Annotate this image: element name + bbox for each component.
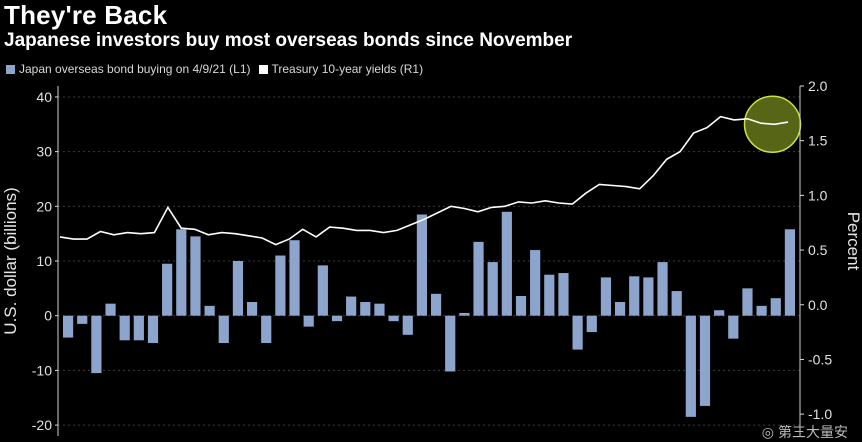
bar	[714, 310, 725, 316]
bar	[671, 291, 682, 316]
left-tick-label: 40	[36, 89, 52, 105]
legend-bar-swatch	[6, 64, 15, 74]
legend: Japan overseas bond buying on 4/9/21 (L1…	[6, 62, 431, 76]
bar	[388, 315, 399, 322]
legend-item-bars: Japan overseas bond buying on 4/9/21 (L1…	[6, 62, 251, 76]
bar	[586, 315, 597, 333]
axes	[57, 86, 801, 436]
watermark-text: 第三大量安	[778, 424, 848, 440]
bar	[317, 265, 328, 316]
bar	[430, 293, 442, 316]
legend-item-line: Treasury 10-year yields (R1)	[258, 62, 424, 76]
wechat-icon: ◎	[761, 423, 774, 440]
bar	[162, 263, 173, 316]
bar	[303, 315, 314, 327]
left-tick-label: 10	[36, 253, 52, 269]
right-tick-label: 0.5	[808, 242, 828, 258]
right-tick-label: -0.5	[808, 351, 832, 367]
bar	[331, 315, 343, 322]
bar	[62, 315, 74, 338]
legend-bar-label: Japan overseas bond buying on 4/9/21 (L1…	[19, 62, 251, 76]
right-tick-label: 2.0	[808, 78, 828, 94]
bar	[487, 262, 498, 316]
yield-line	[59, 95, 802, 246]
bar	[728, 315, 739, 339]
bar	[473, 241, 484, 316]
bar	[190, 236, 201, 316]
bar	[360, 302, 371, 316]
bar	[77, 315, 88, 324]
bar	[218, 315, 229, 344]
bar	[614, 302, 626, 316]
bar	[261, 315, 272, 344]
bar	[544, 274, 555, 316]
left-tick-label: -10	[32, 362, 52, 378]
bar	[657, 262, 668, 316]
bar	[459, 312, 470, 316]
bar	[133, 315, 144, 341]
watermark: ◎ 第三大量安	[762, 422, 848, 442]
bar	[119, 315, 130, 341]
bar	[530, 250, 541, 316]
bar	[445, 315, 456, 372]
right-tick-label: 1.0	[808, 187, 828, 203]
bar	[572, 315, 583, 350]
bar	[374, 303, 385, 316]
bar	[204, 305, 215, 316]
right-tick-label: 0.0	[808, 297, 828, 313]
bar	[232, 261, 244, 316]
legend-line-swatch	[258, 64, 268, 74]
yield-line-path	[59, 115, 789, 246]
right-axis-ticks: -1.0 -0.5 0.0 0.5 1.0 1.5 2.0	[800, 78, 832, 422]
chart-subtitle: Japanese investors buy most overseas bon…	[4, 30, 573, 51]
legend-line-label: Treasury 10-year yields (R1)	[271, 62, 424, 76]
left-tick-label: 0	[44, 308, 52, 324]
left-tick-label: -20	[32, 417, 52, 433]
bar	[246, 302, 258, 316]
bar	[346, 296, 357, 316]
bar	[147, 315, 159, 344]
bar	[784, 229, 796, 316]
bar	[558, 273, 569, 316]
bar	[756, 305, 767, 316]
bar	[402, 315, 413, 335]
bar	[416, 214, 428, 316]
bar	[699, 315, 711, 406]
y2-axis-title: Percent	[844, 212, 862, 271]
right-tick-label: 1.5	[808, 133, 828, 149]
y-axis-title: U.S. dollar (billions)	[1, 187, 20, 334]
left-axis-ticks: -20 -10 0 10 20 30 40	[32, 89, 58, 433]
bars	[62, 211, 796, 417]
bar	[105, 303, 116, 316]
bar	[501, 211, 512, 316]
bar	[289, 240, 300, 316]
bar	[629, 276, 640, 316]
bar	[770, 298, 781, 316]
chart-title: They're Back	[4, 0, 168, 30]
bar	[176, 229, 187, 316]
gridlines	[58, 96, 800, 426]
bar	[275, 255, 286, 316]
bar	[515, 296, 527, 316]
bar	[643, 277, 654, 316]
bar	[91, 315, 102, 374]
right-tick-label: -1.0	[808, 406, 832, 422]
left-tick-label: 20	[36, 198, 52, 214]
bar	[600, 277, 612, 316]
left-tick-label: 30	[36, 144, 52, 160]
bar	[685, 315, 696, 417]
bar	[742, 288, 753, 316]
